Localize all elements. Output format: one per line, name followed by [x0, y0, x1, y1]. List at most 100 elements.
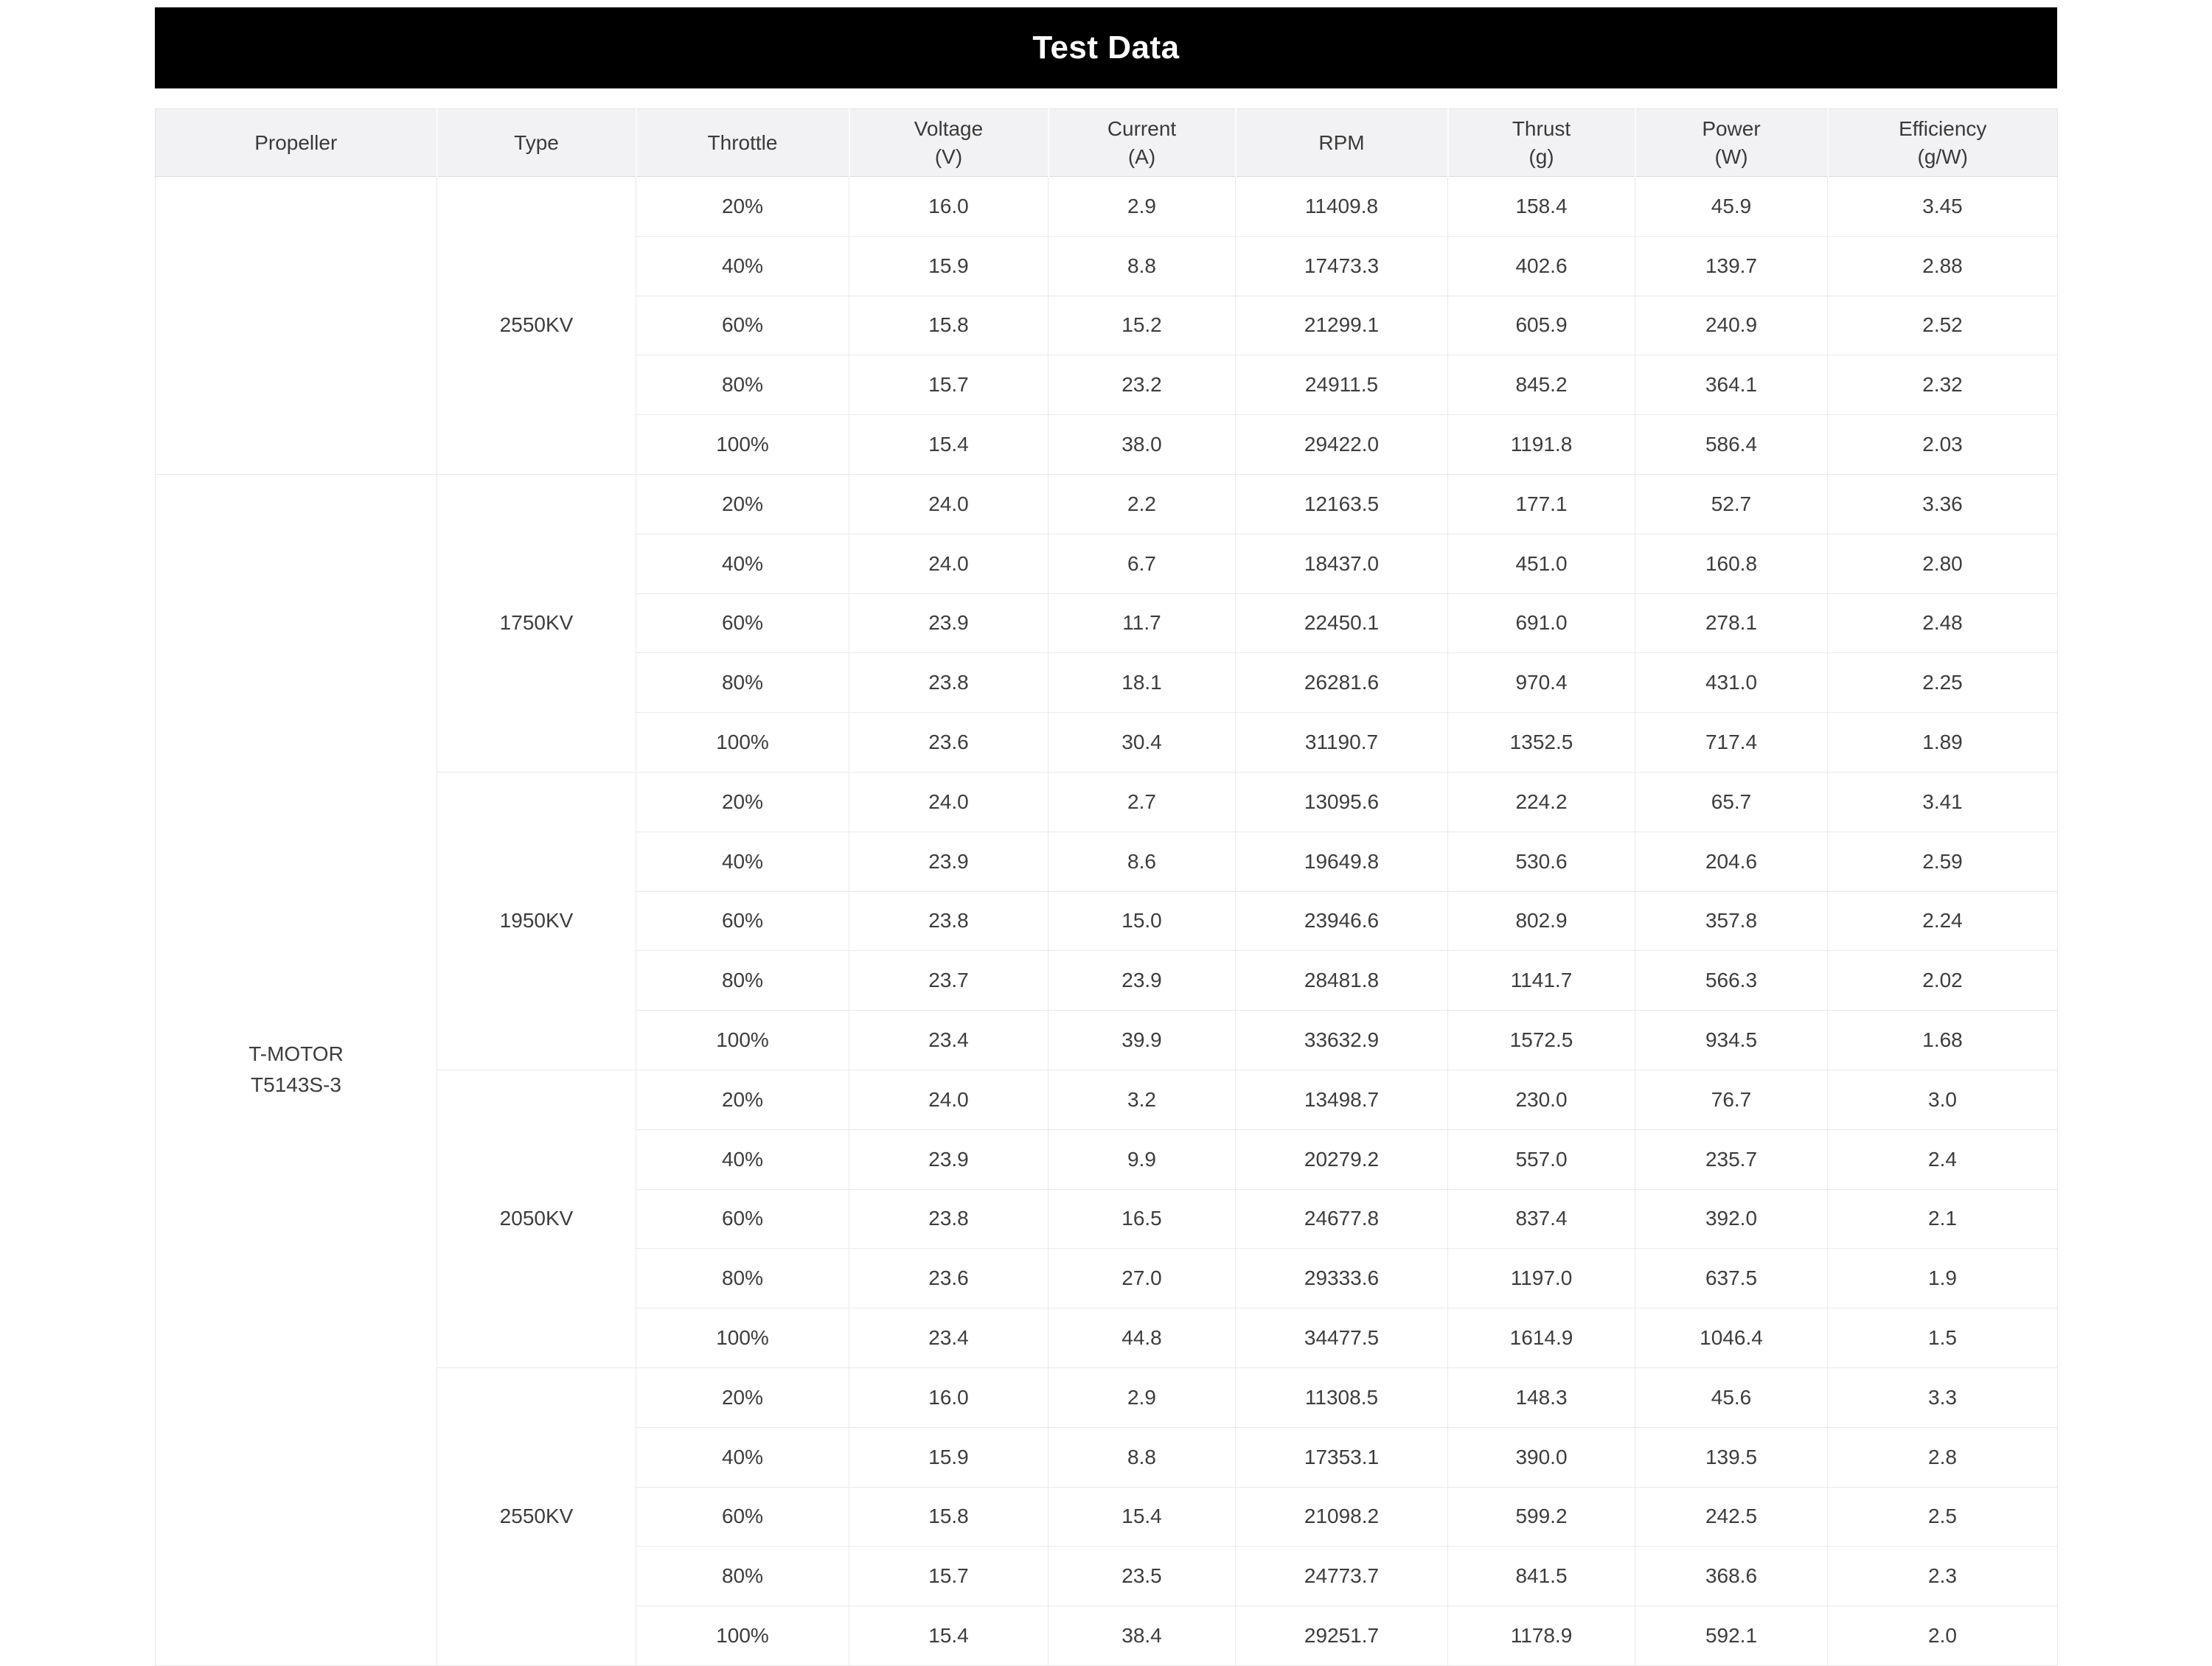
cell-rpm: 29251.7 — [1235, 1606, 1448, 1666]
cell-current: 2.9 — [1048, 176, 1236, 237]
col-header-thrust: Thrust (g) — [1447, 108, 1635, 177]
col-header-propeller: Propeller — [155, 108, 437, 177]
cell-current: 8.8 — [1048, 1426, 1236, 1488]
cell-throttle: 80% — [636, 355, 849, 416]
col-header-label: RPM — [1318, 130, 1365, 154]
cell-power: 357.8 — [1635, 890, 1828, 952]
cell-throttle: 100% — [636, 1606, 849, 1666]
cell-throttle: 20% — [636, 771, 849, 832]
cell-power: 637.5 — [1635, 1248, 1828, 1309]
cell-throttle: 80% — [636, 1546, 849, 1607]
cell-voltage: 16.0 — [849, 1367, 1048, 1428]
cell-throttle: 60% — [636, 593, 849, 654]
cell-throttle: 40% — [636, 1426, 849, 1488]
col-header-label: Current — [1107, 116, 1177, 140]
col-header-label: Power — [1702, 116, 1761, 140]
col-header-unit: (g/W) — [1917, 144, 1968, 168]
cell-power: 592.1 — [1635, 1606, 1828, 1666]
table-row: 100% 23.4 44.8 34477.5 1614.9 1046.4 1.5 — [156, 1308, 2058, 1368]
cell-rpm: 29333.6 — [1235, 1248, 1448, 1309]
cell-rpm: 21098.2 — [1235, 1486, 1448, 1547]
cell-rpm: 23946.6 — [1235, 890, 1448, 952]
cell-rpm: 34477.5 — [1235, 1308, 1448, 1368]
cell-power: 431.0 — [1635, 652, 1828, 714]
propeller-name-line: T-MOTOR — [248, 1042, 344, 1066]
cell-voltage: 23.6 — [849, 712, 1048, 773]
cell-voltage: 15.9 — [849, 1426, 1048, 1488]
cell-voltage: 23.4 — [849, 1010, 1048, 1070]
cell-current: 6.7 — [1048, 533, 1236, 594]
cell-voltage: 15.7 — [849, 355, 1048, 416]
cell-throttle: 20% — [636, 176, 849, 237]
cell-thrust: 1141.7 — [1447, 950, 1635, 1011]
cell-efficiency: 2.03 — [1827, 414, 2058, 475]
cell-efficiency: 2.52 — [1827, 295, 2058, 356]
cell-voltage: 23.8 — [849, 1188, 1048, 1250]
cell-throttle: 40% — [636, 235, 849, 296]
cell-power: 242.5 — [1635, 1486, 1828, 1547]
table-row: 80% 15.7 23.5 24773.7 841.5 368.6 2.3 — [156, 1546, 2058, 1607]
cell-throttle: 80% — [636, 1248, 849, 1309]
cell-power: 45.9 — [1635, 176, 1828, 237]
cell-power: 717.4 — [1635, 712, 1828, 773]
cell-current: 23.9 — [1048, 950, 1236, 1011]
cell-current: 15.2 — [1048, 295, 1236, 356]
cell-voltage: 23.8 — [849, 652, 1048, 714]
cell-efficiency: 2.5 — [1827, 1486, 2058, 1547]
col-header-label: Efficiency — [1899, 116, 1987, 140]
cell-current: 23.5 — [1048, 1546, 1236, 1607]
cell-voltage: 15.4 — [849, 1606, 1048, 1666]
cell-rpm: 21299.1 — [1235, 295, 1448, 356]
cell-thrust: 1191.8 — [1447, 414, 1635, 475]
cell-power: 586.4 — [1635, 414, 1828, 475]
cell-power: 45.6 — [1635, 1367, 1828, 1428]
cell-power: 566.3 — [1635, 950, 1828, 1011]
table-row: 2550KV 20% 16.0 2.9 11308.5 148.3 45.6 3.3 — [156, 1367, 2058, 1666]
cell-voltage: 23.9 — [849, 831, 1048, 892]
cell-voltage: 23.7 — [849, 950, 1048, 1011]
cell-thrust: 158.4 — [1447, 176, 1635, 237]
cell-rpm: 26281.6 — [1235, 652, 1448, 714]
col-header-unit: (A) — [1127, 144, 1156, 168]
cell-rpm: 33632.9 — [1235, 1010, 1448, 1070]
cell-rpm: 24773.7 — [1235, 1546, 1448, 1607]
type-cell: 2550KV — [437, 176, 636, 475]
cell-efficiency: 2.3 — [1827, 1546, 2058, 1607]
cell-current: 3.2 — [1048, 1069, 1236, 1130]
table-row: 2050KV 20% 24.0 3.2 13498.7 230.0 76.7 3.0 — [156, 1069, 2058, 1368]
cutoff-fragment-voltage: 24.0 — [849, 88, 1048, 91]
cell-voltage: 16.0 — [849, 176, 1048, 237]
cell-throttle: 40% — [636, 1129, 849, 1190]
cell-rpm: 20279.2 — [1235, 1129, 1448, 1190]
cell-rpm: 17473.3 — [1235, 235, 1448, 296]
cell-power: 235.7 — [1635, 1129, 1828, 1190]
cell-power: 65.7 — [1635, 771, 1828, 832]
cell-power: 52.7 — [1635, 473, 1828, 534]
col-header-label: Propeller — [254, 130, 338, 154]
table-row: 40% 15.9 8.8 17353.1 390.0 139.5 2.8 — [156, 1426, 2058, 1488]
col-header-power: Power (W) — [1634, 108, 1828, 177]
cell-current: 15.0 — [1048, 890, 1236, 952]
table-row: 1950KV 20% 24.0 2.7 13095.6 224.2 65.7 3.41 — [156, 771, 2058, 1070]
cell-thrust: 390.0 — [1447, 1426, 1635, 1488]
table-row: 80% 23.7 23.9 28481.8 1141.7 566.3 2.02 — [156, 950, 2058, 1011]
table-title: Test Data — [1032, 29, 1180, 66]
cell-voltage: 23.9 — [849, 593, 1048, 654]
cell-thrust: 845.2 — [1447, 355, 1635, 416]
table-row: 100% 15.4 38.4 29251.7 1178.9 592.1 2.0 — [156, 1606, 2058, 1666]
propeller-cell: T-MOTOR T5143S-3 — [155, 473, 437, 1666]
table-row: 60% 23.9 11.7 22450.1 691.0 278.1 2.48 — [156, 593, 2058, 654]
cell-rpm: 31190.7 — [1235, 712, 1448, 773]
cell-power: 934.5 — [1635, 1010, 1828, 1070]
cell-power: 139.5 — [1635, 1426, 1828, 1488]
cell-efficiency: 2.59 — [1827, 831, 2058, 892]
cell-current: 38.0 — [1048, 414, 1236, 475]
cell-efficiency: 1.9 — [1827, 1248, 2058, 1309]
cell-thrust: 530.6 — [1447, 831, 1635, 892]
cutoff-fragment-thrust: 1614.9 — [1447, 88, 1635, 91]
col-header-throttle: Throttle — [635, 108, 849, 177]
cell-throttle: 60% — [636, 295, 849, 356]
cell-current: 9.9 — [1048, 1129, 1236, 1190]
cell-voltage: 23.6 — [849, 1248, 1048, 1309]
